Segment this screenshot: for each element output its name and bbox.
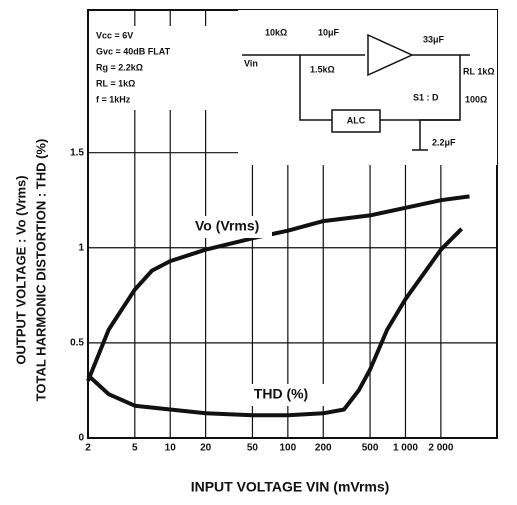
series-label: Vo (Vrms) [195,218,259,234]
circuit-label: 10μF [318,27,340,37]
wire [299,55,332,121]
y-tick-label: 0 [78,433,84,444]
circuit-label: ALC [347,115,366,125]
x-tick-label: 100 [279,443,296,454]
y-tick-label: 1 [78,242,84,253]
series-line [86,227,464,418]
conditions-box: Vcc = 6V Gvc = 40dB FLAT Rg = 2.2kΩ RL =… [92,26,236,110]
y-tick-label: 0.5 [70,338,84,349]
conditions-bg [92,26,236,110]
circuit-label: 33μF [423,34,445,44]
circuit-label: 2.2μF [432,137,456,147]
x-tick-label: 2 000 [428,443,453,454]
circuit-label: 1.5kΩ [310,64,335,74]
circuit-label: Vin [244,58,258,68]
x-tick-label: 5 [132,443,138,454]
label-bg [236,384,326,406]
condition: Vcc = 6V [96,30,133,40]
condition: Gvc = 40dB FLAT [96,46,171,56]
x-tick-label: 1 000 [393,443,418,454]
label-bg [192,216,272,238]
series-line [86,194,470,382]
alc-block [331,109,381,133]
x-tick-label: 500 [362,443,379,454]
condition: RL = 1kΩ [96,78,135,88]
y-axis-label: OUTPUT VOLTAGE : Vo (Vrms) [13,175,28,364]
circuit-label: 10kΩ [265,27,287,37]
circuit-label: S1 : D [413,92,439,102]
series-label: THD (%) [254,386,308,402]
condition: Rg = 2.2kΩ [96,62,143,72]
x-tick-label: 50 [247,443,259,454]
x-tick-label: 200 [315,443,332,454]
y-axis-label: TOTAL HARMONIC DISTORTION : THD (%) [33,139,48,402]
wire [419,119,460,150]
circuit-label: RL 1kΩ [463,66,495,76]
circuit-inset [238,10,497,165]
condition: f = 1kHz [96,94,131,104]
circuit-label: 100Ω [465,94,487,104]
x-tick-label: 2 [85,443,91,454]
y-tick-label: 1.5 [70,147,84,158]
amplifier [367,33,414,77]
x-tick-label: 10 [165,443,177,454]
x-tick-label: 20 [200,443,212,454]
x-axis-label: INPUT VOLTAGE VIN (mVrms) [191,479,390,495]
